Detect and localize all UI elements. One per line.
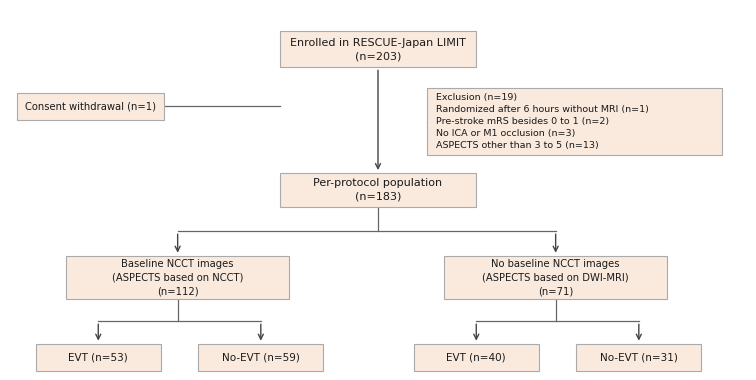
Text: Consent withdrawal (n=1): Consent withdrawal (n=1)	[25, 101, 156, 111]
Text: EVT (n=53): EVT (n=53)	[68, 352, 129, 362]
FancyBboxPatch shape	[198, 344, 324, 371]
Text: EVT (n=40): EVT (n=40)	[447, 352, 506, 362]
FancyBboxPatch shape	[36, 344, 160, 371]
FancyBboxPatch shape	[280, 173, 476, 207]
Text: Exclusion (n=19)
Randomized after 6 hours without MRI (n=1)
Pre-stroke mRS besid: Exclusion (n=19) Randomized after 6 hour…	[436, 93, 649, 150]
Text: No baseline NCCT images
(ASPECTS based on DWI-MRI)
(n=71): No baseline NCCT images (ASPECTS based o…	[482, 259, 629, 296]
FancyBboxPatch shape	[17, 93, 165, 120]
Text: Enrolled in RESCUE-Japan LIMIT
(n=203): Enrolled in RESCUE-Japan LIMIT (n=203)	[290, 38, 466, 61]
FancyBboxPatch shape	[576, 344, 701, 371]
FancyBboxPatch shape	[427, 88, 722, 155]
FancyBboxPatch shape	[280, 32, 476, 68]
Text: Baseline NCCT images
(ASPECTS based on NCCT)
(n=112): Baseline NCCT images (ASPECTS based on N…	[112, 259, 243, 296]
Text: No-EVT (n=31): No-EVT (n=31)	[600, 352, 678, 362]
FancyBboxPatch shape	[414, 344, 538, 371]
Text: Per-protocol population
(n=183): Per-protocol population (n=183)	[314, 178, 442, 202]
FancyBboxPatch shape	[445, 255, 668, 299]
Text: No-EVT (n=59): No-EVT (n=59)	[222, 352, 300, 362]
FancyBboxPatch shape	[66, 255, 289, 299]
